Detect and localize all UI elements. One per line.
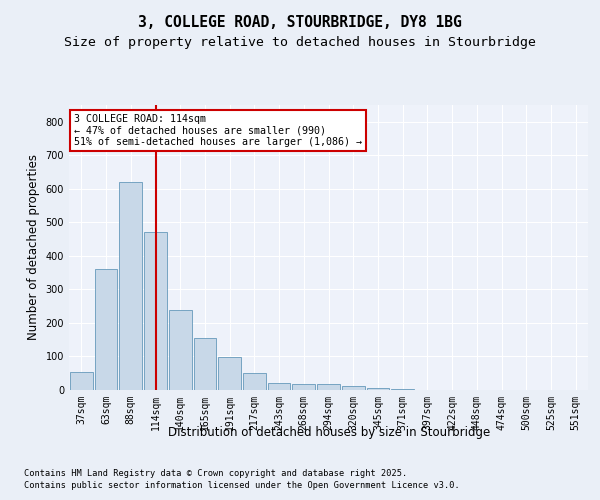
Text: Contains public sector information licensed under the Open Government Licence v3: Contains public sector information licen… (24, 482, 460, 490)
Bar (144, 232, 167, 390)
Text: 3, COLLEGE ROAD, STOURBRIDGE, DY8 1BG: 3, COLLEGE ROAD, STOURBRIDGE, DY8 1BG (138, 15, 462, 30)
Bar (119, 182, 142, 390)
Bar (243, 373, 266, 390)
Bar (70, 372, 93, 390)
Text: Contains HM Land Registry data © Crown copyright and database right 2025.: Contains HM Land Registry data © Crown c… (24, 470, 407, 478)
Bar (95, 270, 118, 390)
Y-axis label: Number of detached properties: Number of detached properties (27, 154, 40, 340)
Bar (268, 382, 290, 390)
Text: 3 COLLEGE ROAD: 114sqm
← 47% of detached houses are smaller (990)
51% of semi-de: 3 COLLEGE ROAD: 114sqm ← 47% of detached… (74, 114, 362, 147)
Text: Size of property relative to detached houses in Stourbridge: Size of property relative to detached ho… (64, 36, 536, 49)
Bar (169, 310, 191, 390)
Bar (367, 388, 389, 390)
Bar (218, 358, 241, 390)
Bar (317, 384, 340, 390)
Text: Distribution of detached houses by size in Stourbridge: Distribution of detached houses by size … (167, 426, 490, 439)
Bar (342, 386, 365, 390)
Bar (292, 384, 315, 390)
Bar (194, 338, 216, 390)
